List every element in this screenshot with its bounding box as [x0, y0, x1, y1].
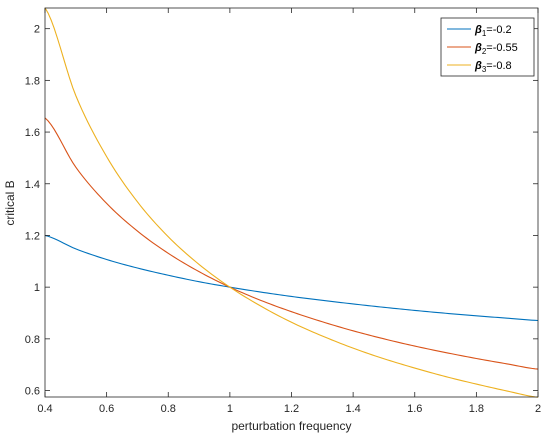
y-tick-label: 0.6 — [25, 386, 40, 398]
y-tick-label: 1.2 — [25, 230, 40, 242]
series-line-1 — [44, 234, 539, 322]
axes-layer: 0.4 0.6 0.8 1 1.2 1.4 1.6 1.8 2 0.6 0.8 1 1.2 1.4 1.6 1… — [25, 8, 541, 415]
x-tick-label: 0.8 — [161, 403, 176, 415]
y-axis-label: critical B — [3, 180, 17, 225]
x-tick-label: 0.4 — [37, 403, 52, 415]
y-tick-label: 1 — [34, 282, 40, 294]
legend-label-2: β2=-0.55 — [474, 42, 518, 56]
x-tick-label: 1.2 — [284, 403, 299, 415]
x-axis-label: perturbation frequency — [231, 419, 351, 433]
plot-frame — [44, 7, 539, 398]
y-tick-label: 1.4 — [25, 179, 40, 191]
series-line-3 — [44, 7, 539, 398]
y-tick-label: 2 — [34, 24, 40, 36]
x-tick-label: 1.4 — [345, 403, 360, 415]
x-tick-label: 0.6 — [99, 403, 114, 415]
legend-label-1: β1=-0.2 — [474, 24, 512, 38]
x-tick-label: 1 — [227, 403, 233, 415]
y-tick-label: 1.6 — [25, 127, 40, 139]
y-tick-label: 0.8 — [25, 334, 40, 346]
x-tick-label: 1.6 — [407, 403, 422, 415]
x-tick-label: 2 — [535, 403, 541, 415]
y-tick-label: 1.8 — [25, 75, 40, 87]
legend: β1=-0.2 β2=-0.55 β3=-0.8 — [440, 17, 535, 77]
series-line-2 — [44, 117, 539, 370]
legend-label-3: β3=-0.8 — [474, 60, 512, 74]
x-tick-label: 1.8 — [469, 403, 484, 415]
series-layer — [44, 7, 539, 398]
